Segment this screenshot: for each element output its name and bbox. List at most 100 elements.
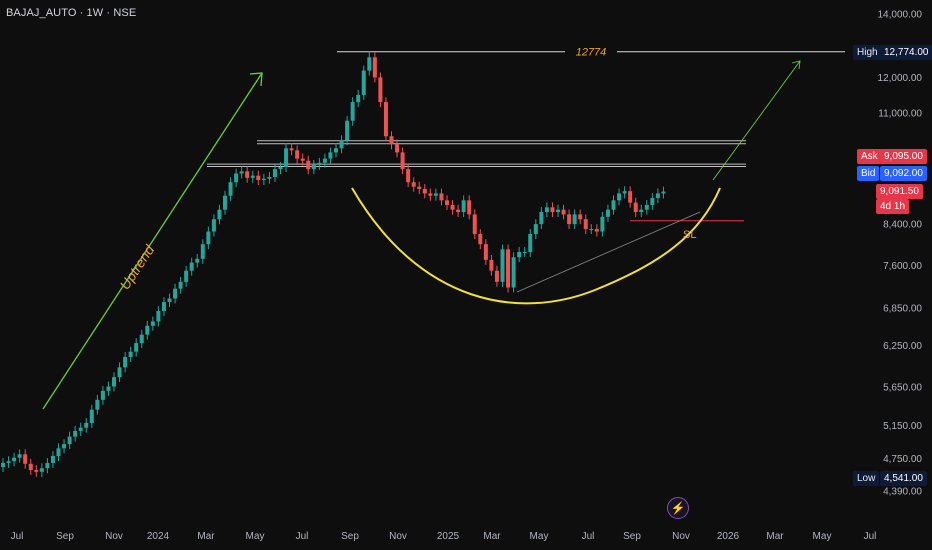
candle-body bbox=[284, 148, 289, 168]
candle-body bbox=[345, 120, 350, 141]
candle bbox=[661, 186, 666, 199]
candle-body bbox=[439, 193, 444, 201]
candle-body bbox=[334, 148, 338, 153]
candle-body bbox=[161, 302, 166, 312]
candle bbox=[117, 362, 122, 383]
candle-body bbox=[528, 234, 533, 252]
candle-body bbox=[89, 409, 94, 423]
candle bbox=[217, 204, 222, 225]
candle-body bbox=[611, 200, 616, 210]
ask-label: Ask bbox=[857, 149, 882, 164]
candle bbox=[650, 193, 655, 210]
candle-body bbox=[617, 193, 622, 201]
target-arrowhead bbox=[791, 60, 801, 70]
candle-body bbox=[378, 77, 383, 103]
candle bbox=[361, 65, 366, 100]
candle-body bbox=[117, 367, 122, 378]
candle-body bbox=[411, 182, 416, 187]
last-price-tag: 9,091.50 bbox=[876, 184, 923, 199]
candle-body bbox=[639, 209, 644, 213]
candle-body bbox=[500, 249, 505, 282]
candle bbox=[73, 426, 78, 442]
candle bbox=[428, 188, 433, 201]
candle-body bbox=[383, 102, 388, 137]
low-label: Low bbox=[853, 471, 880, 486]
candle-body bbox=[522, 251, 527, 253]
time-tick-label: 2026 bbox=[717, 531, 740, 542]
candle-body bbox=[112, 377, 116, 387]
candle bbox=[350, 97, 355, 126]
candle-body bbox=[50, 455, 55, 463]
candle-body bbox=[350, 102, 355, 121]
candle bbox=[50, 451, 55, 468]
candle bbox=[445, 195, 449, 210]
candle bbox=[23, 449, 28, 469]
candle-body bbox=[62, 444, 67, 449]
time-tick-label: Sep bbox=[56, 531, 74, 542]
time-tick-label: Jul bbox=[864, 531, 877, 542]
rising-trendline bbox=[516, 211, 701, 293]
candle bbox=[223, 190, 227, 215]
candle-body bbox=[339, 140, 344, 149]
countdown-tag: 4d 1h bbox=[876, 199, 910, 214]
candle bbox=[156, 306, 161, 327]
price-tick-label: 6,250.00 bbox=[883, 341, 922, 352]
candle bbox=[206, 226, 211, 250]
candle bbox=[528, 229, 533, 257]
candle bbox=[300, 153, 305, 166]
candle-body bbox=[167, 298, 172, 303]
candle bbox=[472, 209, 477, 239]
candle-body bbox=[567, 214, 572, 225]
candle bbox=[145, 320, 150, 340]
candle bbox=[383, 97, 388, 142]
uptrend-arrowhead bbox=[249, 72, 263, 87]
uptrend-line bbox=[42, 72, 263, 410]
candle bbox=[589, 224, 594, 234]
candle bbox=[400, 147, 405, 175]
candle bbox=[284, 143, 289, 173]
candle bbox=[639, 204, 644, 218]
lightning-icon[interactable]: ⚡ bbox=[667, 497, 689, 519]
candle-body bbox=[589, 229, 594, 231]
candle-body bbox=[195, 258, 200, 263]
candle-body bbox=[45, 462, 50, 469]
candle-body bbox=[123, 357, 128, 368]
candle-body bbox=[578, 214, 583, 220]
candle bbox=[317, 157, 322, 170]
candle-body bbox=[256, 175, 261, 181]
candle-body bbox=[28, 463, 33, 470]
candle-body bbox=[400, 152, 405, 170]
candle-body bbox=[245, 171, 250, 178]
candle-body bbox=[300, 158, 305, 161]
candle-body bbox=[650, 198, 655, 205]
candle-body bbox=[223, 195, 227, 210]
time-tick-label: Nov bbox=[105, 531, 123, 542]
candle-body bbox=[272, 169, 277, 177]
candle-body bbox=[106, 386, 111, 391]
candle bbox=[339, 135, 344, 154]
price-tick-label: 14,000.00 bbox=[878, 10, 923, 21]
candle bbox=[594, 224, 599, 237]
candle-body bbox=[628, 191, 633, 203]
candle-body bbox=[644, 204, 649, 210]
candle-body bbox=[450, 204, 455, 210]
candle bbox=[134, 338, 139, 357]
candle-body bbox=[261, 178, 266, 181]
candle-body bbox=[200, 244, 205, 259]
candle-body bbox=[661, 191, 666, 194]
candle-body bbox=[73, 430, 78, 437]
candle-body bbox=[250, 175, 255, 178]
candle-body bbox=[633, 202, 638, 213]
candle-body bbox=[461, 200, 466, 213]
candle bbox=[322, 153, 327, 168]
candle-body bbox=[328, 152, 333, 159]
candle bbox=[173, 283, 178, 304]
candle bbox=[600, 211, 605, 237]
candle-body bbox=[95, 399, 100, 410]
candle-body bbox=[145, 325, 150, 335]
candle bbox=[483, 239, 488, 265]
candle bbox=[228, 177, 233, 201]
candle bbox=[567, 209, 572, 230]
candle bbox=[372, 52, 377, 83]
